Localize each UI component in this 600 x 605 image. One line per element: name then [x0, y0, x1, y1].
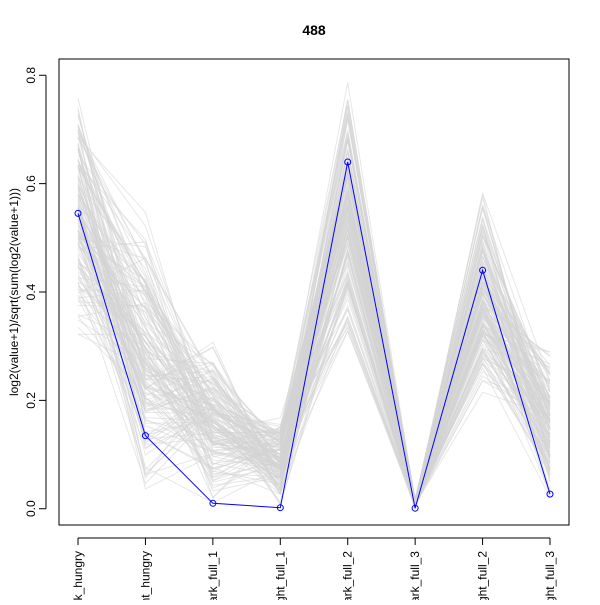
background-series-line — [77, 205, 551, 506]
background-series-line — [77, 144, 551, 508]
background-series-line — [77, 321, 551, 507]
background-series-group — [77, 82, 551, 510]
y-axis-label: log2(value+1)/sqrt(sum(log2(value+1))) — [7, 188, 21, 396]
y-tick-label: 0.0 — [24, 500, 38, 517]
axes-group: 0.0 0.2 0.4 0.6 0.8 dark_hungry light_hungry da… — [24, 67, 557, 605]
x-tick-label: dark_full_3 — [408, 551, 422, 600]
x-tick-label: dark_hungry — [71, 551, 85, 600]
background-series-line — [77, 151, 551, 502]
background-series-line — [77, 119, 551, 506]
x-tick-label: dark_full_1 — [206, 551, 220, 600]
x-tick-label: light_full_3 — [543, 551, 557, 600]
highlight-point — [141, 432, 149, 440]
y-tick-label: 0.8 — [24, 67, 38, 84]
highlight-point — [479, 266, 487, 274]
x-tick-label: dark_full_2 — [341, 551, 355, 600]
highlight-point — [411, 504, 419, 512]
y-tick-label: 0.6 — [24, 175, 38, 192]
background-series-line — [77, 186, 551, 503]
highlight-series-group — [74, 158, 554, 512]
highlight-point — [276, 504, 284, 512]
x-tick-label: light_full_1 — [273, 551, 287, 600]
x-tick-label: light_hungry — [138, 551, 152, 600]
background-series-line — [77, 204, 551, 505]
background-series-line — [77, 179, 551, 506]
y-tick-label: 0.4 — [24, 283, 38, 300]
plot-frame — [58, 58, 570, 526]
highlight-point — [344, 158, 352, 166]
highlight-point — [74, 209, 82, 217]
background-series-line — [77, 194, 551, 504]
background-series-line — [77, 148, 551, 506]
highlight-point — [209, 499, 217, 507]
background-series-line — [77, 230, 551, 507]
chart-title: 488 — [302, 22, 326, 38]
y-tick-label: 0.2 — [24, 392, 38, 409]
highlight-series-line — [77, 161, 551, 509]
background-series-line — [77, 105, 551, 507]
x-tick-label: light_full_2 — [476, 551, 490, 600]
highlight-point — [546, 490, 554, 498]
